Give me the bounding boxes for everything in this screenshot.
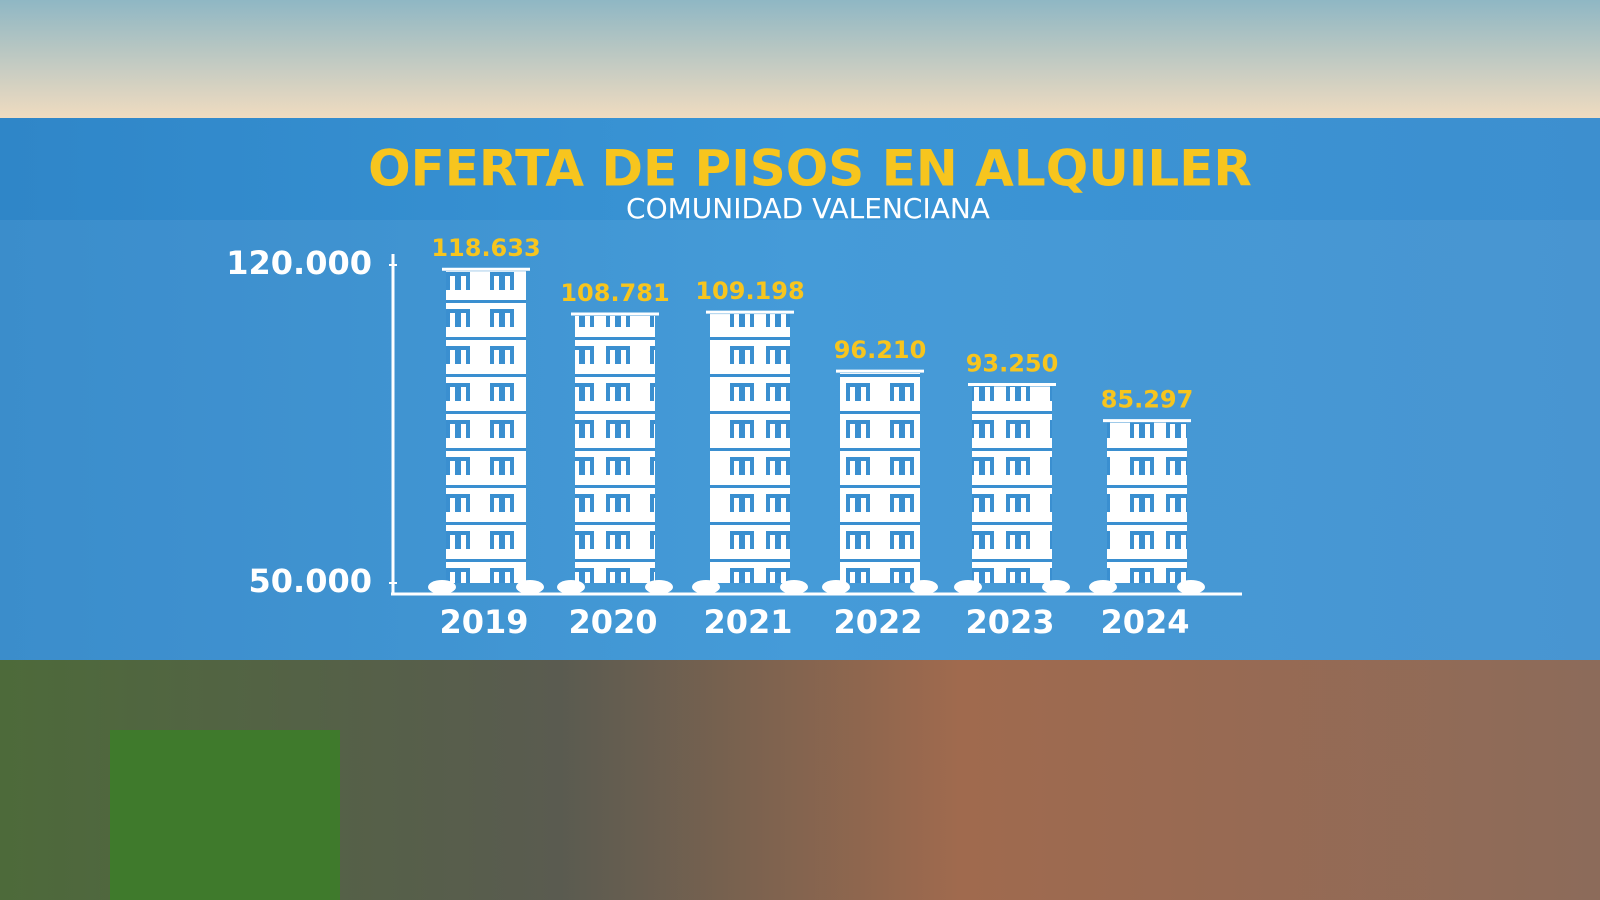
- x-tick-label: 2022: [833, 603, 922, 641]
- x-tick-label: 2019: [439, 603, 528, 641]
- bush: [557, 580, 585, 594]
- value-label: 85.297: [1101, 386, 1194, 414]
- bar: [840, 373, 920, 583]
- x-tick-label: 2021: [703, 603, 792, 641]
- bush: [780, 580, 808, 594]
- chart-band: [0, 118, 1600, 660]
- bush: [822, 580, 850, 594]
- bush: [428, 580, 456, 594]
- x-tick-label: 2023: [965, 603, 1054, 641]
- y-tick-label: 120.000: [226, 244, 372, 282]
- bush: [910, 580, 938, 594]
- value-label: 93.250: [966, 350, 1059, 378]
- y-tick-label: 50.000: [249, 562, 372, 600]
- chart-title: OFERTA DE PISOS EN ALQUILER: [368, 140, 1252, 198]
- bar: [1107, 422, 1187, 583]
- bush: [1042, 580, 1070, 594]
- bush: [516, 580, 544, 594]
- bush: [692, 580, 720, 594]
- bar: [575, 315, 655, 583]
- bar: [710, 314, 790, 583]
- sky-background: [0, 0, 1600, 120]
- bar: [972, 386, 1052, 583]
- value-label: 109.198: [695, 277, 804, 305]
- bush: [1177, 580, 1205, 594]
- park: [110, 730, 340, 900]
- chart-subtitle: COMUNIDAD VALENCIANA: [626, 192, 990, 225]
- bush: [1089, 580, 1117, 594]
- value-label: 108.781: [560, 279, 669, 307]
- x-tick-label: 2020: [568, 603, 657, 641]
- value-label: 118.633: [431, 234, 540, 262]
- bush: [645, 580, 673, 594]
- value-label: 96.210: [834, 336, 927, 364]
- bush: [954, 580, 982, 594]
- x-tick-label: 2024: [1100, 603, 1189, 641]
- bar: [446, 271, 526, 583]
